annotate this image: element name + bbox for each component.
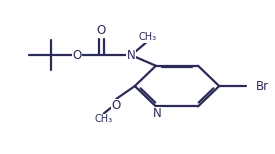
Text: CH₃: CH₃ <box>95 114 113 124</box>
Text: O: O <box>112 99 121 112</box>
Text: Br: Br <box>256 80 269 93</box>
Text: O: O <box>72 49 82 62</box>
Text: CH₃: CH₃ <box>139 32 157 42</box>
Text: N: N <box>127 49 136 62</box>
Text: N: N <box>153 107 162 120</box>
Text: O: O <box>97 24 106 37</box>
